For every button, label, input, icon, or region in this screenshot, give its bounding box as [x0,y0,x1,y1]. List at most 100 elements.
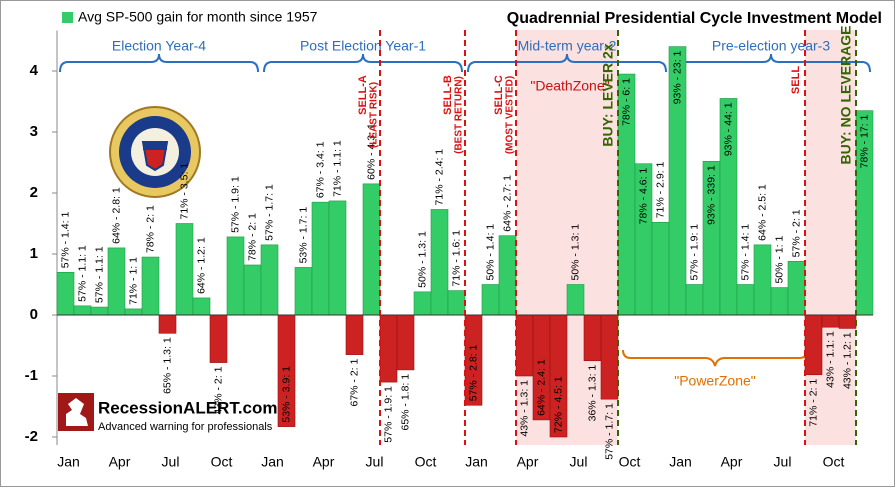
y-tick-label: -2 [25,428,38,445]
bar [141,256,160,316]
bar-note: 93% - 44: 1 [722,102,734,156]
bar [107,247,126,316]
bar [413,291,432,316]
bar-note: 50% - 1.3: 1 [569,224,581,281]
seal [109,106,201,198]
bar-note: 78% - 4.6: 1 [637,168,649,225]
bar [447,290,466,316]
bar-note: 57% - 1.7: 1 [263,184,275,241]
bar [362,183,381,316]
y-tick-label: 4 [30,62,39,79]
bar-note: 64% - 2.5: 1 [756,184,768,241]
zone-label: "PowerZone" [674,373,756,389]
bar [685,284,704,316]
bar [600,314,619,400]
bar [90,306,109,316]
bar [192,297,211,316]
x-tick-label: Jan [465,454,488,470]
bar-note: 57% - 1.9: 1 [229,176,241,233]
bar [345,314,364,355]
bar [260,244,279,316]
y-tick-label: -1 [25,367,38,384]
x-tick-label: Jan [57,454,80,470]
bar [396,314,415,371]
bar [651,221,670,316]
x-tick-label: Apr [109,454,131,470]
bar-note: 53% - 3.9: 1 [280,366,292,423]
bar [158,314,177,334]
bar-note: 78% - 2: 1 [246,213,258,261]
tagline: Advanced warning for professionals [98,421,273,433]
zone [805,30,856,445]
bar-note: 67% - 2: 1 [348,359,360,407]
year-brace [59,53,259,73]
bar [481,284,500,316]
bar-note: 71% - 1: 1 [127,257,139,305]
bar [770,287,789,316]
bar [498,235,517,316]
bar-note: 43% - 2: 1 [212,366,224,414]
marker-text: BUY: LEVER 2x [600,43,616,146]
bar-note: 71% - 1.1: 1 [331,140,343,197]
bar-note: 50% - 1.3: 1 [416,231,428,288]
bar-note: 71% - 1.6: 1 [450,230,462,287]
marker-subtext: (BEST RETURN) [454,76,465,154]
x-tick-label: Jan [669,454,692,470]
bar [566,284,585,316]
y-tick-label: 1 [30,245,38,262]
marker-text: SELL-A [357,75,369,115]
year-label: Mid-term year-2 [518,38,617,54]
brand: RecessionALERT.com [98,398,278,417]
bar [821,314,840,328]
bar-note: 64% - 2.8: 1 [110,187,122,244]
bar-note: 57% - 1.9: 1 [382,386,394,443]
y-tick-label: 3 [30,123,38,140]
bar-note: 57% - 1.1: 1 [93,246,105,303]
x-tick-label: Oct [211,454,233,470]
legend-text: Avg SP-500 gain for month since 1957 [78,9,318,25]
bar [73,305,92,316]
bar-note: 60% - 4.3: 1 [365,123,377,180]
year-label: Pre-election year-3 [712,38,830,54]
bar [838,314,857,329]
bar-note: 57% - 2: 1 [790,209,802,257]
bar-note: 71% - 3.5: 1 [178,163,190,220]
x-tick-label: Jul [570,454,588,470]
bar-note: 36% - 1.3: 1 [586,365,598,422]
marker-text: SELL-C [493,75,505,115]
y-tick-label: 0 [30,306,38,323]
bar [226,236,245,316]
bar-note: 57% - 1.4: 1 [59,212,71,269]
bar-note: 72% - 4.5: 1 [552,376,564,433]
x-tick-label: Jan [261,454,284,470]
bar-note: 57% - 1.9: 1 [688,224,700,281]
bar-note: 64% - 1.2: 1 [195,237,207,294]
marker-text: BUY: NO LEVERAGE [838,26,854,165]
bar-note: 65% - 1.3: 1 [161,337,173,394]
x-tick-label: Jul [162,454,180,470]
bar [787,261,806,316]
x-tick-label: Apr [721,454,743,470]
bar-note: 50% - 1: 1 [773,236,785,284]
bar-note: 43% - 1.1: 1 [824,331,836,388]
bar-note: 67% - 3.4: 1 [314,141,326,198]
year-label: Election Year-4 [112,38,206,54]
bar-note: 43% - 1.3: 1 [518,380,530,437]
bar [209,314,228,363]
power-brace [622,349,808,367]
bar-note: 64% - 2.4: 1 [535,359,547,416]
bar [430,209,449,316]
y-tick-label: 2 [30,184,38,201]
bar-note: 57% - 1.4: 1 [739,224,751,281]
marker-subtext: (MOST VESTED) [505,76,516,154]
x-tick-label: Oct [619,454,641,470]
year-brace [263,53,463,73]
bar [294,267,313,316]
x-tick-label: Oct [823,454,845,470]
bar-note: 53% - 1.7: 1 [297,207,309,264]
bar [379,314,398,383]
x-tick-label: Jul [366,454,384,470]
bar-note: 65% - 1.8: 1 [399,374,411,431]
x-tick-label: Apr [313,454,335,470]
